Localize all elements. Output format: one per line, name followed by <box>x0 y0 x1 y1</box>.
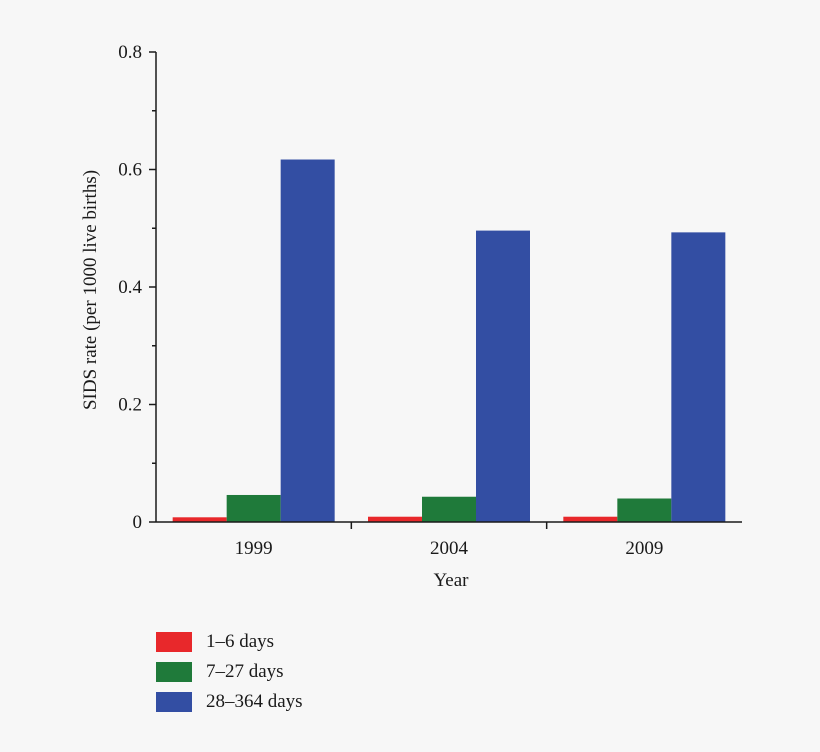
x-tick-label: 2004 <box>430 538 469 559</box>
bar-1999-series-1 <box>172 517 227 522</box>
y-tick-label: 0.4 <box>118 277 142 298</box>
legend-label: 1–6 days <box>206 631 275 652</box>
x-tick-label: 1999 <box>235 538 273 559</box>
bar-1999-series-2 <box>226 494 281 522</box>
legend-swatch <box>156 632 192 652</box>
y-tick-label: 0 <box>133 512 143 533</box>
y-tick-label: 0.6 <box>118 160 142 181</box>
legend-swatch <box>156 662 192 682</box>
bars <box>172 159 726 523</box>
y-tick-label: 0.8 <box>118 42 142 63</box>
x-tick-label: 2009 <box>625 538 663 559</box>
bar-1999-series-3 <box>280 159 335 522</box>
legend: 1–6 days 7–27 days 28–364 days <box>156 627 303 717</box>
legend-swatch <box>156 692 192 712</box>
x-axis-title: Year <box>433 570 469 591</box>
bar-2004-series-1 <box>368 516 422 522</box>
legend-item: 7–27 days <box>156 657 303 687</box>
bar-2009-series-1 <box>563 516 618 522</box>
y-axis-ticks: 0 0.2 0.4 0.6 0.8 <box>118 42 156 533</box>
y-axis-title: SIDS rate (per 1000 live births) <box>80 170 101 410</box>
legend-label: 28–364 days <box>206 691 303 712</box>
legend-label: 7–27 days <box>206 661 284 682</box>
bar-2004-series-3 <box>476 230 530 522</box>
bar-2009-series-3 <box>671 232 726 523</box>
legend-item: 1–6 days <box>156 627 303 657</box>
y-tick-label: 0.2 <box>118 395 142 416</box>
bar-2004-series-2 <box>422 496 476 522</box>
x-axis-ticks: 1999 2004 2009 <box>235 522 663 559</box>
legend-item: 28–364 days <box>156 687 303 717</box>
bar-2009-series-2 <box>617 498 672 522</box>
